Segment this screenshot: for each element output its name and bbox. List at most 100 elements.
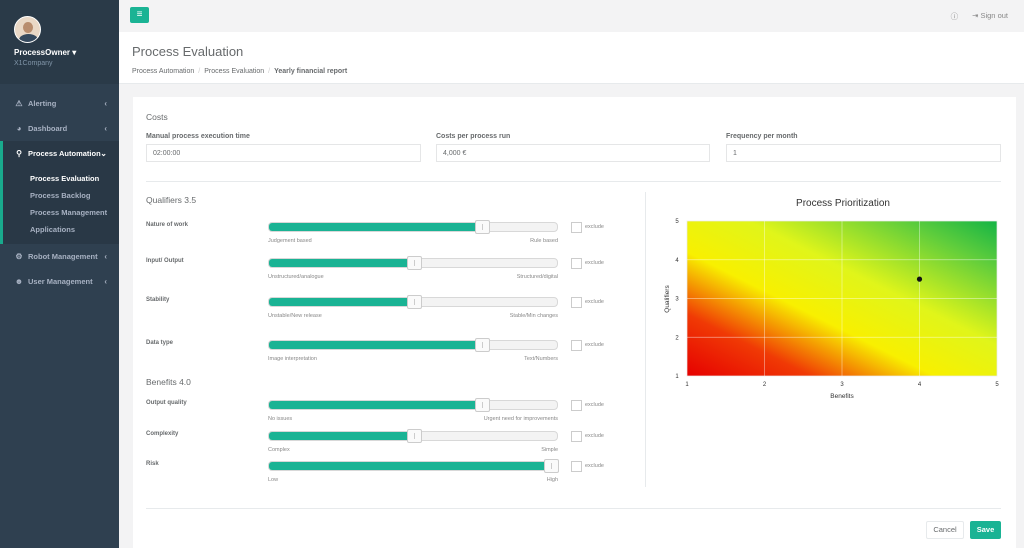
sign-out-label: Sign out — [980, 11, 1008, 20]
exclude-checkbox[interactable] — [571, 400, 582, 411]
chart-x-tick-label: 5 — [995, 382, 999, 388]
sidebar-item-label: Alerting — [28, 99, 57, 108]
benefits-title: Benefits 4.0 — [146, 377, 191, 387]
exclude-checkbox[interactable] — [571, 461, 582, 472]
exclude-checkbox[interactable] — [571, 340, 582, 351]
sidebar: ProcessOwner ▾ X1Company ⚠ Alerting ‹ ◕ … — [0, 0, 119, 548]
frequency-label: Frequency per month — [726, 133, 798, 140]
sidebar-item-user-management[interactable]: ☻ User Management ‹ — [0, 269, 119, 294]
sidebar-item-alerting[interactable]: ⚠ Alerting ‹ — [0, 91, 119, 116]
slider-max-caption: Simple — [541, 447, 558, 453]
slider-track[interactable] — [268, 398, 558, 412]
section-divider — [146, 181, 1001, 182]
chevron-left-icon: ‹ — [104, 252, 107, 261]
exclude-label: exclude — [585, 342, 604, 348]
exclude-checkbox[interactable] — [571, 431, 582, 442]
save-button[interactable]: Save — [970, 521, 1001, 539]
cancel-button[interactable]: Cancel — [926, 521, 964, 539]
chart-ticks: 1 2 3 4 5 1 2 3 4 5 — [675, 219, 999, 388]
exclude-checkbox[interactable] — [571, 297, 582, 308]
breadcrumb-current: Yearly financial report — [274, 68, 348, 75]
chart-y-tick-label: 4 — [675, 258, 679, 264]
execution-time-input[interactable]: 02:00:00 — [146, 144, 421, 162]
hamburger-menu-button[interactable]: ≡ — [130, 7, 149, 23]
slider-min-caption: Low — [268, 477, 279, 483]
slider-fill — [269, 401, 482, 409]
slider-track[interactable] — [268, 338, 558, 352]
exclude-label: exclude — [585, 463, 604, 469]
slider-fill — [269, 432, 414, 440]
chart-y-axis-label: Qualifiers — [664, 285, 671, 313]
users-icon: ☻ — [14, 277, 24, 286]
chevron-left-icon: ‹ — [104, 277, 107, 286]
slider-label: Complexity — [146, 431, 179, 437]
footer-divider — [146, 508, 1001, 509]
costs-title: Costs — [146, 112, 168, 122]
slider-handle[interactable] — [475, 398, 490, 412]
sidebar-item-robot-management[interactable]: ⚙ Robot Management ‹ — [0, 244, 119, 269]
slider-label: Output quality — [146, 400, 187, 406]
cost-per-run-input[interactable]: 4,000 € — [436, 144, 710, 162]
slider-fill — [269, 223, 482, 231]
sidebar-item-label: Process Automation — [28, 149, 101, 158]
slider-track[interactable] — [268, 256, 558, 270]
process-automation-submenu: Process Evaluation Process Backlog Proce… — [0, 166, 119, 244]
chart-y-tick-label: 5 — [675, 219, 679, 225]
slider-max-caption: Stable/Min changes — [509, 313, 558, 319]
breadcrumb-separator: / — [268, 68, 271, 75]
profile-menu-toggle[interactable]: ProcessOwner ▾ — [14, 48, 119, 57]
slider-max-caption: Urgent need for improvements — [483, 416, 558, 422]
breadcrumb-separator: / — [198, 68, 201, 75]
slider-max-caption: Structured/digital — [516, 274, 558, 280]
slider-track[interactable] — [268, 295, 558, 309]
slider-handle[interactable] — [407, 295, 422, 309]
slider-fill — [269, 462, 551, 470]
slider-max-caption: High — [546, 477, 558, 483]
sidebar-subitem-process-backlog[interactable]: Process Backlog — [30, 191, 91, 200]
exclude-label: exclude — [585, 224, 604, 230]
help-icon[interactable]: ⓘ — [950, 12, 959, 21]
exclude-checkbox[interactable] — [571, 258, 582, 269]
sidebar-subitem-applications[interactable]: Applications — [30, 225, 76, 234]
chart-y-tick-label: 1 — [675, 374, 679, 380]
sidebar-item-process-automation[interactable]: ⚲ Process Automation ⌄ — [0, 141, 119, 166]
slider-handle[interactable] — [407, 429, 422, 443]
sign-out-link[interactable]: ⇥ Sign out — [972, 11, 1008, 22]
chart-grid — [686, 220, 998, 377]
slider-handle[interactable] — [475, 338, 490, 352]
top-right-actions: ⓘ ⇥ Sign out — [951, 11, 1008, 22]
sidebar-subitem-process-evaluation[interactable]: Process Evaluation — [30, 174, 100, 183]
pie-chart-icon: ◕ — [16, 124, 22, 133]
slider-handle[interactable] — [407, 256, 422, 270]
slider-track[interactable] — [268, 459, 559, 473]
breadcrumb-link-process-evaluation[interactable]: Process Evaluation — [204, 68, 265, 75]
breadcrumb-link-process-automation[interactable]: Process Automation — [132, 68, 195, 75]
exclude-label: exclude — [585, 299, 604, 305]
chart-data-point — [916, 276, 923, 282]
chart-y-tick-label: 2 — [675, 335, 679, 341]
avatar[interactable] — [14, 16, 41, 43]
slider-label: Data type — [146, 340, 174, 346]
execution-time-label: Manual process execution time — [146, 133, 250, 140]
exclude-label: exclude — [585, 433, 604, 439]
slider-track[interactable] — [268, 220, 558, 234]
sidebar-item-dashboard[interactable]: ◕ Dashboard ‹ — [0, 116, 119, 141]
sitemap-icon: ⚲ — [16, 149, 22, 158]
vertical-divider — [645, 192, 646, 487]
exclude-label: exclude — [585, 402, 604, 408]
frequency-input[interactable]: 1 — [726, 144, 1001, 162]
chevron-left-icon: ‹ — [104, 124, 107, 133]
slider-track[interactable] — [268, 429, 558, 443]
warning-icon: ⚠ — [15, 99, 23, 108]
exclude-checkbox[interactable] — [571, 222, 582, 233]
hamburger-icon: ≡ — [136, 9, 143, 20]
slider-min-caption: Image interpretation — [268, 356, 317, 362]
slider-fill — [269, 298, 414, 306]
slider-min-caption: Complex — [268, 447, 290, 453]
chart-x-tick-label: 4 — [918, 382, 922, 388]
slider-handle[interactable] — [475, 220, 490, 234]
slider-handle[interactable] — [544, 459, 559, 473]
sidebar-subitem-process-management[interactable]: Process Management — [30, 208, 108, 217]
sidebar-item-label: User Management — [28, 277, 93, 286]
slider-fill — [269, 259, 414, 267]
